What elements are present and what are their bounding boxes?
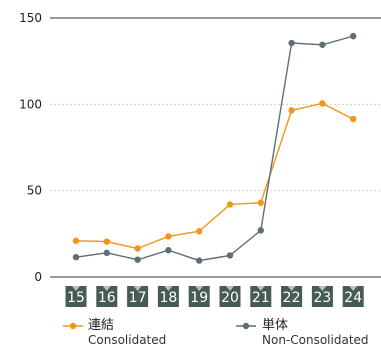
data-point bbox=[319, 41, 326, 48]
legend-markers bbox=[63, 322, 256, 330]
x-category-badge: 15 bbox=[65, 286, 87, 307]
badge-pointer bbox=[226, 286, 234, 291]
x-tick-label: 17 bbox=[129, 290, 147, 306]
legend-marker-dot bbox=[69, 322, 77, 330]
x-category-badge: 23 bbox=[311, 286, 333, 307]
data-point bbox=[257, 199, 264, 206]
data-point bbox=[103, 249, 111, 257]
legend-marker-non-consolidated bbox=[236, 322, 256, 330]
badge-background bbox=[311, 286, 333, 307]
data-point bbox=[72, 253, 80, 261]
x-tick-label: 23 bbox=[313, 290, 331, 306]
data-point bbox=[288, 39, 295, 47]
series-consolidated bbox=[72, 100, 357, 252]
data-point bbox=[226, 201, 234, 208]
data-point bbox=[196, 228, 203, 235]
badge-pointer bbox=[287, 286, 296, 291]
y-tick-label: 100 bbox=[19, 97, 42, 111]
badge-pointer bbox=[256, 286, 265, 291]
x-category-badge: 21 bbox=[250, 286, 272, 307]
legend-item-non-consolidated: 単体 Non-Consolidated bbox=[262, 318, 369, 347]
badge-pointer bbox=[72, 286, 80, 291]
data-point bbox=[103, 238, 111, 245]
data-point bbox=[196, 257, 203, 264]
badge-pointer bbox=[349, 286, 358, 291]
legend-label-non-consolidated-en: Non-Consolidated bbox=[262, 333, 369, 347]
badge-background bbox=[127, 286, 149, 307]
x-category-badge: 19 bbox=[188, 286, 210, 307]
legend-marker-consolidated bbox=[63, 322, 83, 330]
x-tick-label: 21 bbox=[252, 290, 270, 306]
series-lines bbox=[72, 32, 357, 264]
x-tick-label: 16 bbox=[98, 290, 116, 306]
y-axis-tick-labels: 0 50 100 150 bbox=[19, 11, 42, 284]
data-point bbox=[165, 247, 172, 254]
x-tick-label: 19 bbox=[190, 290, 208, 306]
badge-background bbox=[157, 286, 179, 307]
data-point bbox=[288, 107, 295, 114]
badge-background bbox=[281, 286, 303, 307]
badge-pointer bbox=[102, 286, 111, 291]
y-tick-label: 50 bbox=[27, 184, 42, 198]
legend-label-consolidated-en: Consolidated bbox=[88, 333, 167, 347]
badge-pointer bbox=[195, 286, 204, 291]
grid-lines bbox=[50, 17, 381, 278]
x-category-badge: 17 bbox=[127, 286, 149, 307]
data-point bbox=[350, 32, 357, 40]
data-point bbox=[134, 256, 141, 263]
x-category-badge: 18 bbox=[157, 286, 179, 307]
data-point bbox=[72, 237, 80, 244]
data-point bbox=[165, 233, 172, 240]
x-tick-label: 18 bbox=[159, 290, 177, 306]
badge-background bbox=[188, 286, 210, 307]
y-tick-label: 150 bbox=[19, 11, 42, 25]
series-line bbox=[75, 102, 354, 250]
badge-background bbox=[342, 286, 364, 307]
legend-label-consolidated-ja: 連結 bbox=[88, 318, 115, 333]
badge-background bbox=[65, 286, 87, 307]
x-category-badge: 16 bbox=[96, 286, 118, 307]
badge-background bbox=[219, 286, 241, 307]
data-point bbox=[350, 115, 357, 123]
data-point bbox=[257, 227, 264, 234]
legend-marker-dot bbox=[242, 322, 250, 330]
series-non-consolidated bbox=[72, 32, 357, 264]
badge-pointer bbox=[133, 286, 142, 291]
data-point bbox=[226, 252, 234, 259]
x-category-badge: 20 bbox=[219, 286, 241, 307]
x-axis-category-badges: 15 16 17 18 19 20 21 22 23 24 bbox=[65, 286, 364, 307]
badge-background bbox=[96, 286, 118, 307]
x-tick-label: 22 bbox=[283, 290, 301, 306]
legend-label-non-consolidated-ja: 単体 bbox=[262, 318, 289, 333]
legend-item-consolidated: 連結 Consolidated bbox=[88, 318, 166, 347]
badge-pointer bbox=[164, 286, 173, 291]
y-tick-label: 0 bbox=[34, 270, 42, 284]
x-category-badge: 22 bbox=[281, 286, 303, 307]
x-tick-label: 20 bbox=[221, 290, 239, 306]
data-point bbox=[134, 245, 141, 252]
x-category-badge: 24 bbox=[342, 286, 364, 307]
data-point bbox=[319, 100, 326, 107]
x-tick-label: 24 bbox=[344, 290, 362, 306]
series-line bbox=[75, 35, 354, 262]
badge-pointer bbox=[318, 286, 327, 291]
badge-background bbox=[250, 286, 272, 307]
x-tick-label: 15 bbox=[67, 290, 85, 306]
